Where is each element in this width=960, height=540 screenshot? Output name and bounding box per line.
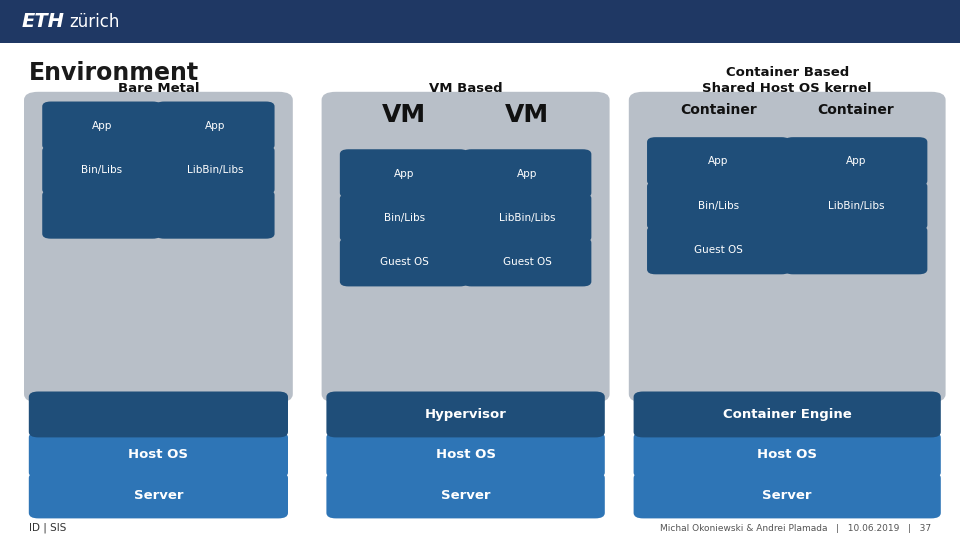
FancyBboxPatch shape	[647, 181, 790, 230]
FancyBboxPatch shape	[42, 190, 161, 239]
Text: Container: Container	[681, 103, 756, 117]
Text: Hypervisor: Hypervisor	[424, 408, 507, 421]
Text: Bin/Libs: Bin/Libs	[384, 213, 424, 223]
FancyBboxPatch shape	[634, 392, 941, 437]
Text: App: App	[394, 168, 415, 179]
FancyBboxPatch shape	[634, 432, 941, 478]
Text: Guest OS: Guest OS	[380, 257, 428, 267]
Text: LibBin/Libs: LibBin/Libs	[187, 165, 243, 175]
Text: Host OS: Host OS	[129, 448, 188, 462]
Text: VM: VM	[382, 103, 426, 126]
Text: VM: VM	[505, 103, 549, 126]
Text: Container Based
Shared Host OS kernel: Container Based Shared Host OS kernel	[703, 65, 872, 94]
FancyBboxPatch shape	[634, 472, 941, 518]
Text: Host OS: Host OS	[436, 448, 495, 462]
Text: LibBin/Libs: LibBin/Libs	[828, 201, 884, 211]
Text: ETH: ETH	[21, 12, 64, 31]
Text: App: App	[708, 157, 729, 166]
FancyBboxPatch shape	[340, 238, 468, 286]
FancyBboxPatch shape	[784, 137, 927, 186]
FancyBboxPatch shape	[463, 193, 591, 242]
Text: Bin/Libs: Bin/Libs	[82, 165, 122, 175]
FancyBboxPatch shape	[156, 190, 275, 239]
FancyBboxPatch shape	[463, 149, 591, 198]
FancyBboxPatch shape	[29, 472, 288, 518]
Text: Guest OS: Guest OS	[694, 245, 743, 255]
FancyBboxPatch shape	[463, 238, 591, 286]
FancyBboxPatch shape	[29, 392, 288, 437]
Text: Container Engine: Container Engine	[723, 408, 852, 421]
FancyBboxPatch shape	[784, 181, 927, 230]
FancyBboxPatch shape	[0, 0, 960, 43]
Text: Guest OS: Guest OS	[503, 257, 551, 267]
Text: Bare Metal: Bare Metal	[118, 82, 199, 94]
Text: Environment: Environment	[29, 61, 199, 85]
FancyBboxPatch shape	[784, 226, 927, 274]
FancyBboxPatch shape	[629, 92, 946, 402]
FancyBboxPatch shape	[322, 92, 610, 402]
Text: App: App	[516, 168, 538, 179]
FancyBboxPatch shape	[326, 432, 605, 478]
Text: Host OS: Host OS	[757, 448, 817, 462]
FancyBboxPatch shape	[326, 472, 605, 518]
Text: VM Based: VM Based	[429, 82, 502, 94]
FancyBboxPatch shape	[156, 146, 275, 194]
FancyBboxPatch shape	[29, 432, 288, 478]
Text: App: App	[204, 121, 226, 131]
Text: Server: Server	[441, 489, 491, 502]
Text: Server: Server	[133, 489, 183, 502]
FancyBboxPatch shape	[326, 392, 605, 437]
FancyBboxPatch shape	[340, 193, 468, 242]
FancyBboxPatch shape	[42, 146, 161, 194]
FancyBboxPatch shape	[340, 149, 468, 198]
Text: Michal Okoniewski & Andrei Plamada   |   10.06.2019   |   37: Michal Okoniewski & Andrei Plamada | 10.…	[660, 524, 931, 532]
Text: Server: Server	[762, 489, 812, 502]
Text: zürich: zürich	[69, 12, 119, 31]
Text: App: App	[91, 121, 112, 131]
Text: Container: Container	[818, 103, 894, 117]
Text: LibBin/Libs: LibBin/Libs	[499, 213, 555, 223]
FancyBboxPatch shape	[647, 226, 790, 274]
FancyBboxPatch shape	[647, 137, 790, 186]
Text: Bin/Libs: Bin/Libs	[698, 201, 739, 211]
Text: ID | SIS: ID | SIS	[29, 523, 66, 534]
FancyBboxPatch shape	[156, 102, 275, 150]
FancyBboxPatch shape	[24, 92, 293, 402]
Text: App: App	[846, 157, 866, 166]
FancyBboxPatch shape	[0, 43, 960, 46]
FancyBboxPatch shape	[42, 102, 161, 150]
